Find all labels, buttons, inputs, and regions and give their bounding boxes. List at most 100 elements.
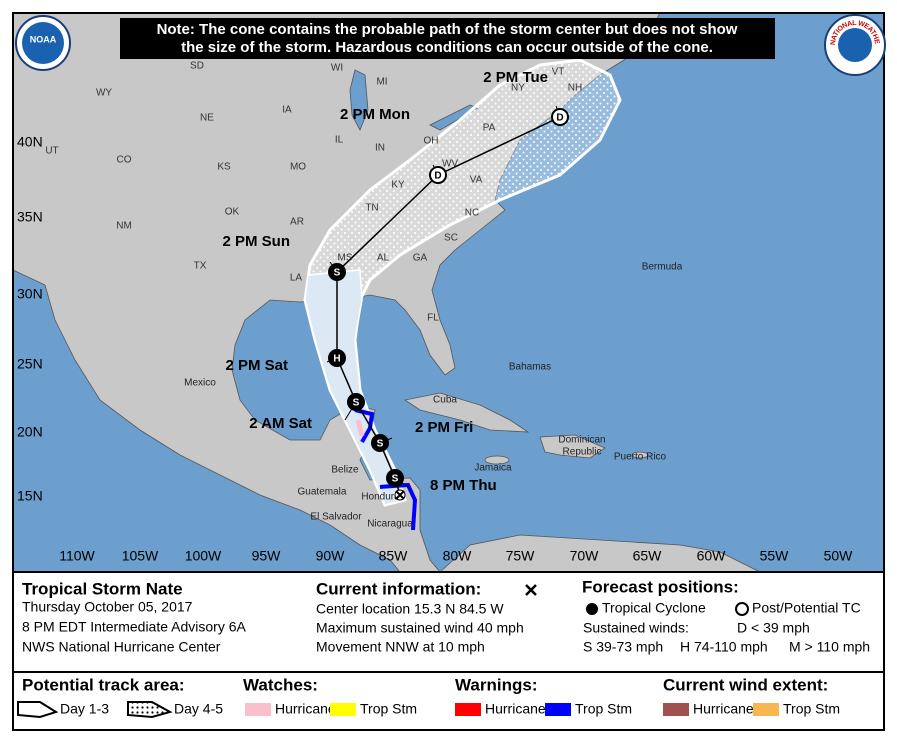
forecast-point <box>551 108 569 126</box>
lon-label: 110W <box>59 548 95 564</box>
lon-label: 80W <box>443 548 473 564</box>
noaa-text: NOAA <box>30 34 57 44</box>
forecast-symbol: D <box>434 171 441 182</box>
lon-label: 100W <box>185 548 222 564</box>
state-label: NY <box>511 83 525 94</box>
legend-title: Watches: <box>243 675 318 694</box>
land-puerto-rico <box>631 451 649 459</box>
lon-label: 70W <box>570 548 600 564</box>
lon-label: 105W <box>122 548 159 564</box>
place-label: Belize <box>331 465 359 476</box>
day45-icon <box>127 701 173 719</box>
current-line: Center location 15.3 N 84.5 W <box>316 601 504 617</box>
forecast-time: 2 PM Fri <box>415 419 473 436</box>
state-label: KY <box>391 180 405 191</box>
current-marker <box>525 584 537 596</box>
forecast-time: 2 PM Tue <box>483 69 548 86</box>
place-label: Republic <box>563 447 602 458</box>
state-label: AR <box>290 217 304 228</box>
legend-label: Trop Stm <box>783 701 840 717</box>
lon-label: 60W <box>697 548 727 564</box>
forecast-post: Post/Potential TC <box>752 600 861 616</box>
place-label: Bahamas <box>509 362 551 373</box>
state-label: AL <box>377 253 390 264</box>
lake-michigan <box>349 69 369 131</box>
state-label: NC <box>465 208 479 219</box>
forecast-symbol: S <box>353 398 360 409</box>
state-label: NH <box>568 83 582 94</box>
lat-label: 35N <box>17 209 43 225</box>
forecast-time: 8 PM Thu <box>430 477 497 494</box>
forecast-point <box>429 166 447 184</box>
legend-label: Hurricane <box>485 701 546 717</box>
legend-swatch <box>663 703 689 716</box>
storm-source: NWS National Hurricane Center <box>22 639 221 655</box>
state-label: WV <box>442 159 458 170</box>
forecast-time: 2 PM Mon <box>340 106 410 123</box>
trop-storm-warning <box>354 408 375 443</box>
wind-s: S 39-73 mph <box>583 639 663 655</box>
legend-swatch <box>330 703 356 716</box>
note-line: Note: The cone contains the probable pat… <box>157 21 738 38</box>
place-label: Dominican <box>558 435 605 446</box>
land-south-america <box>438 534 761 573</box>
land-jamaica <box>484 455 510 465</box>
track-area-title: Potential track area: <box>22 675 185 694</box>
hurricane-watch <box>355 419 365 437</box>
state-label: MS <box>338 253 353 264</box>
day45-label: Day 4-5 <box>174 701 223 717</box>
place-label: Mexico <box>184 378 216 389</box>
legend-swatch <box>753 703 779 716</box>
place-label: Bermuda <box>642 262 683 273</box>
lat-label: 15N <box>17 488 43 504</box>
current-title: Current information: <box>316 579 481 598</box>
state-label: IL <box>335 135 344 146</box>
lon-label: 85W <box>379 548 409 564</box>
lat-label: 20N <box>17 424 43 440</box>
map: 110W 105W 100W 95W 90W 85W 80W 75W 70W 65W 60W 55W 5… <box>12 12 884 573</box>
state-label: WI <box>331 63 343 74</box>
wind-h: H 74-110 mph <box>680 639 768 655</box>
lat-label: 40N <box>17 134 43 150</box>
forecast-tropical: Tropical Cyclone <box>602 600 706 616</box>
state-label: TN <box>365 203 378 214</box>
day13-icon <box>17 701 59 719</box>
state-label: UT <box>45 146 58 157</box>
state-label: VA <box>470 175 483 186</box>
legend-groups: Watches: Hurricane Trop Stm Warnings: Hurric… <box>243 675 840 716</box>
legend-panel <box>12 571 885 731</box>
lon-label: 90W <box>316 548 346 564</box>
place-label: El Salvador <box>310 512 362 523</box>
lat-label: 30N <box>17 286 43 302</box>
lon-label: 75W <box>506 548 536 564</box>
legend-title: Warnings: <box>455 675 537 694</box>
forecast-title: Forecast positions: <box>582 577 739 596</box>
day13-label: Day 1-3 <box>60 701 109 717</box>
state-label: NM <box>116 221 132 232</box>
state-label: MI <box>376 77 387 88</box>
tropical-icon <box>586 603 598 615</box>
note-box <box>120 18 775 59</box>
forecast-time: 2 PM Sat <box>225 357 288 374</box>
forecast-point <box>328 349 346 367</box>
state-label: LA <box>290 273 303 284</box>
lon-label: 95W <box>252 548 282 564</box>
forecast-time: 2 PM Sun <box>222 233 290 250</box>
place-label: Nicaragua <box>367 519 413 530</box>
wind-m: M > 110 mph <box>789 639 870 655</box>
current-position <box>394 489 406 501</box>
forecast-symbol: S <box>377 439 384 450</box>
state-label: PA <box>483 123 496 134</box>
state-label: IN <box>375 143 385 154</box>
state-label: FL <box>427 313 439 324</box>
storm-date: Thursday October 05, 2017 <box>22 599 193 615</box>
wind-d: D < 39 mph <box>737 620 810 636</box>
state-label: SC <box>444 233 458 244</box>
map-labels: 110W 105W 100W 95W 90W 85W 80W 75W 70W 65W 60W 55W 5… <box>17 61 853 564</box>
legend-swatch <box>245 703 271 716</box>
forecast-symbol: S <box>392 474 399 485</box>
noaa-logo: NOAA <box>15 15 71 71</box>
state-label: TX <box>194 261 207 272</box>
legend-label: Trop Stm <box>360 701 417 717</box>
winds-title: Sustained winds: <box>583 620 689 636</box>
